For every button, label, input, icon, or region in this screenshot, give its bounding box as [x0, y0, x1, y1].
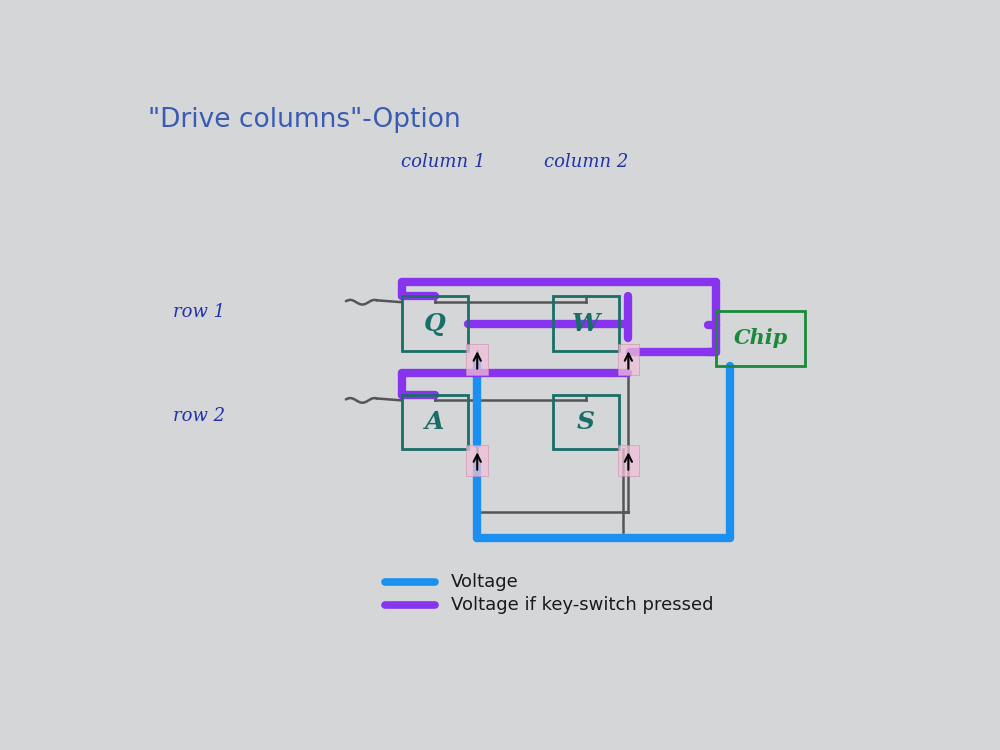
Text: Chip: Chip: [733, 328, 788, 348]
Text: Voltage: Voltage: [451, 573, 518, 591]
Text: column 1: column 1: [401, 153, 485, 171]
Text: W: W: [572, 312, 600, 336]
Bar: [553, 394, 619, 449]
Text: S: S: [577, 410, 595, 434]
Text: column 2: column 2: [544, 153, 628, 171]
FancyBboxPatch shape: [466, 445, 488, 476]
Text: row 2: row 2: [173, 407, 225, 425]
Text: A: A: [425, 410, 445, 434]
FancyBboxPatch shape: [466, 344, 488, 375]
FancyBboxPatch shape: [618, 344, 639, 375]
Bar: [716, 311, 805, 366]
Bar: [402, 296, 468, 351]
FancyBboxPatch shape: [618, 445, 639, 476]
Text: "Drive columns"-Option: "Drive columns"-Option: [148, 107, 461, 134]
Bar: [553, 296, 619, 351]
Text: row 1: row 1: [173, 303, 225, 321]
Text: Voltage if key-switch pressed: Voltage if key-switch pressed: [451, 596, 713, 614]
Bar: [402, 394, 468, 449]
Text: Q: Q: [424, 312, 446, 336]
